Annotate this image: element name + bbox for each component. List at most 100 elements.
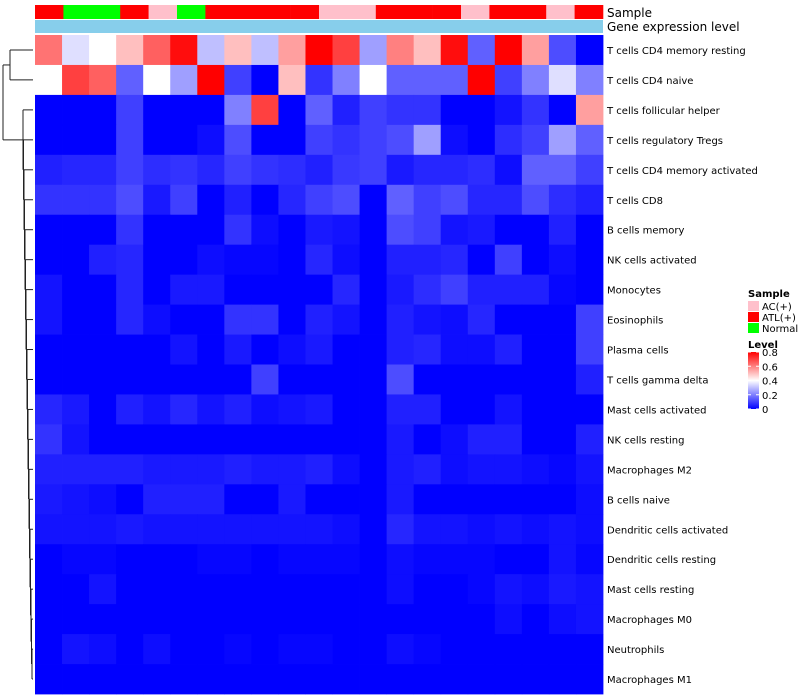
heatmap-cell: [170, 514, 198, 545]
heatmap-cell: [386, 244, 415, 276]
heatmap-cell: [575, 154, 604, 186]
heatmap-cell: [521, 274, 550, 305]
heatmap-cell: [413, 64, 442, 96]
row-label: T cells gamma delta: [606, 375, 708, 386]
heatmap-cell: [305, 334, 333, 365]
heatmap-cell: [413, 514, 442, 545]
heatmap-cell: [170, 244, 198, 276]
heatmap-cell: [224, 664, 252, 695]
heatmap-cell: [170, 334, 198, 365]
heatmap-cell: [332, 214, 360, 246]
heatmap-cell: [116, 214, 144, 246]
heatmap-cell: [467, 664, 496, 695]
heatmap-cell: [35, 424, 63, 455]
heatmap-cell: [386, 574, 415, 605]
heatmap-cell: [197, 454, 225, 485]
heatmap-cell: [305, 484, 333, 515]
heatmap-cell: [35, 184, 63, 216]
level-tick-label: 0.2: [762, 391, 778, 402]
heatmap-cell: [170, 64, 198, 96]
level-color-bar: [748, 352, 759, 409]
heatmap-cell: [332, 544, 360, 575]
row-label: T cells CD4 naive: [606, 76, 693, 87]
heatmap-cell: [170, 604, 198, 635]
heatmap-cell: [359, 454, 388, 485]
heatmap-cell: [575, 574, 604, 605]
heatmap-cell: [440, 214, 469, 246]
heatmap-cell: [521, 634, 550, 665]
heatmap-cell: [359, 484, 388, 515]
heatmap-cell: [467, 394, 496, 425]
heatmap-cell: [332, 184, 360, 216]
heatmap-cell: [35, 214, 63, 246]
heatmap-cell: [359, 424, 388, 455]
heatmap-cell: [413, 454, 442, 485]
heatmap-cell: [89, 154, 117, 186]
heatmap-cell: [278, 664, 306, 695]
heatmap-cell: [251, 214, 279, 246]
heatmap-cell: [386, 35, 415, 66]
heatmap-cell: [224, 364, 252, 395]
heatmap-cell: [548, 424, 577, 455]
heatmap-cell: [467, 634, 496, 665]
heatmap-cell: [62, 214, 90, 246]
heatmap-cell: [89, 124, 117, 156]
heatmap-cell: [467, 424, 496, 455]
heatmap-cell: [224, 484, 252, 515]
heatmap-cell: [413, 304, 442, 335]
heatmap-cell: [89, 364, 117, 395]
heatmap-cell: [62, 664, 90, 695]
sample-legend-swatch: [748, 323, 759, 333]
heatmap-cell: [467, 214, 496, 246]
heatmap-cell: [521, 484, 550, 515]
heatmap-cell: [386, 484, 415, 515]
sample-annotation-cell: [148, 5, 178, 19]
heatmap-cell: [278, 244, 306, 276]
heatmap-cell: [116, 424, 144, 455]
heatmap-cell: [251, 514, 279, 545]
heatmap-cell: [494, 514, 523, 545]
heatmap-cell: [143, 124, 171, 156]
heatmap-cell: [494, 184, 523, 216]
heatmap-cell: [116, 574, 144, 605]
sample-annotation-cell: [319, 5, 348, 19]
heatmap-cell: [494, 304, 523, 335]
heatmap-cell: [197, 214, 225, 246]
heatmap-cell: [305, 214, 333, 246]
heatmap-cell: [359, 94, 388, 126]
heatmap-cell: [278, 154, 306, 186]
gene-expression-annotation-bar: [35, 20, 603, 33]
heatmap-cell: [494, 454, 523, 485]
heatmap-cell: [440, 154, 469, 186]
heatmap-cell: [521, 364, 550, 395]
heatmap-cell: [413, 214, 442, 246]
row-label: Neutrophils: [607, 645, 664, 656]
heatmap-cell: [35, 454, 63, 485]
heatmap-cell: [305, 154, 333, 186]
heatmap-cell: [35, 664, 63, 695]
heatmap-cell: [440, 394, 469, 425]
heatmap-cell: [332, 424, 360, 455]
heatmap-cell: [224, 274, 252, 305]
heatmap-cell: [548, 544, 577, 575]
heatmap-cell: [197, 274, 225, 305]
heatmap-cell: [278, 634, 306, 665]
heatmap-cell: [332, 484, 360, 515]
sample-legend-title: Sample: [748, 289, 790, 300]
heatmap-cell: [116, 514, 144, 545]
heatmap-cell: [548, 454, 577, 485]
heatmap-cell: [278, 184, 306, 216]
row-label: B cells naive: [607, 495, 670, 506]
heatmap-cell: [440, 124, 469, 156]
heatmap-cell: [413, 154, 442, 186]
heatmap-cell: [143, 604, 171, 635]
level-legend-title: Level: [748, 340, 778, 351]
heatmap-cell: [548, 394, 577, 425]
heatmap-cell: [197, 604, 225, 635]
heatmap-cell: [305, 184, 333, 216]
heatmap-cell: [143, 304, 171, 335]
heatmap-cell: [116, 64, 144, 96]
heatmap-cell: [62, 35, 90, 66]
heatmap-cell: [278, 94, 306, 126]
